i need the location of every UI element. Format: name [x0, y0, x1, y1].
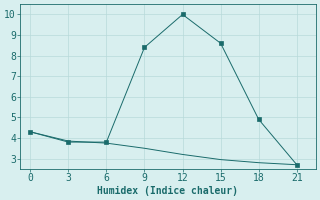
X-axis label: Humidex (Indice chaleur): Humidex (Indice chaleur): [98, 186, 238, 196]
